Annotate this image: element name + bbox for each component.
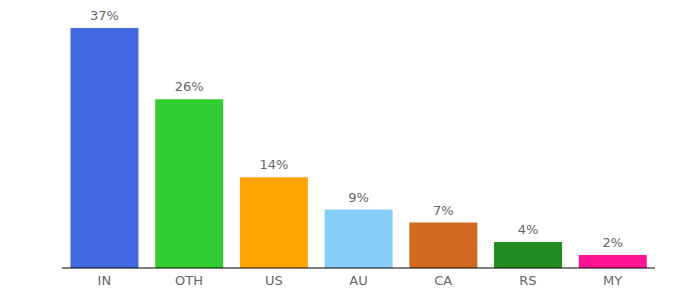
- svg-text:37%: 37%: [90, 8, 119, 23]
- svg-text:MY: MY: [603, 273, 622, 288]
- svg-text:US: US: [265, 273, 283, 288]
- svg-text:IN: IN: [98, 273, 112, 288]
- svg-text:2%: 2%: [602, 235, 623, 250]
- svg-text:7%: 7%: [433, 203, 454, 218]
- svg-text:RS: RS: [519, 273, 536, 288]
- svg-text:14%: 14%: [259, 157, 288, 172]
- svg-text:4%: 4%: [518, 222, 539, 237]
- svg-text:26%: 26%: [175, 79, 204, 94]
- svg-text:9%: 9%: [348, 190, 369, 205]
- svg-text:AU: AU: [349, 273, 367, 288]
- svg-text:OTH: OTH: [175, 273, 203, 288]
- svg-text:CA: CA: [434, 273, 452, 288]
